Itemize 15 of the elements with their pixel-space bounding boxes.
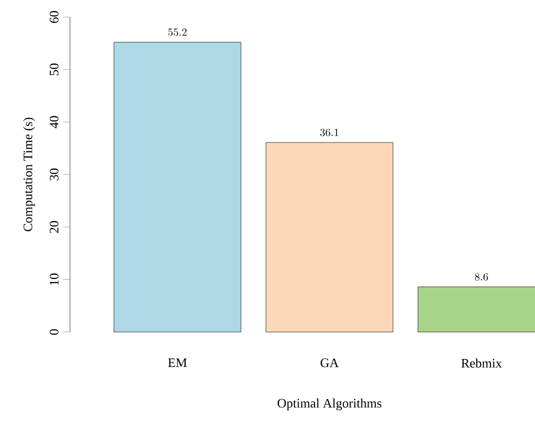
y-tick-label: 40 bbox=[50, 116, 58, 128]
data-label: 36. 1 bbox=[320, 128, 338, 136]
y-tick-label: 10 bbox=[50, 274, 58, 285]
data-label: 55.2 bbox=[168, 28, 187, 36]
x-tick-label: EM bbox=[168, 358, 187, 367]
y-tick-label: 30 bbox=[50, 168, 58, 180]
y-tick-label: 0 bbox=[50, 329, 58, 335]
x-tick-label: Rebmix bbox=[461, 358, 502, 368]
y-axis-title: Computation Time (s) bbox=[23, 118, 35, 232]
y-tick-label: 20 bbox=[50, 221, 58, 233]
x-tick-label: GA bbox=[320, 358, 339, 368]
x-axis-title: Optimal Algorithms bbox=[278, 398, 382, 410]
data-label: 8.6 bbox=[474, 273, 488, 281]
y-tick-label: 60 bbox=[50, 11, 58, 23]
y-tick-label: 50 bbox=[50, 64, 58, 76]
